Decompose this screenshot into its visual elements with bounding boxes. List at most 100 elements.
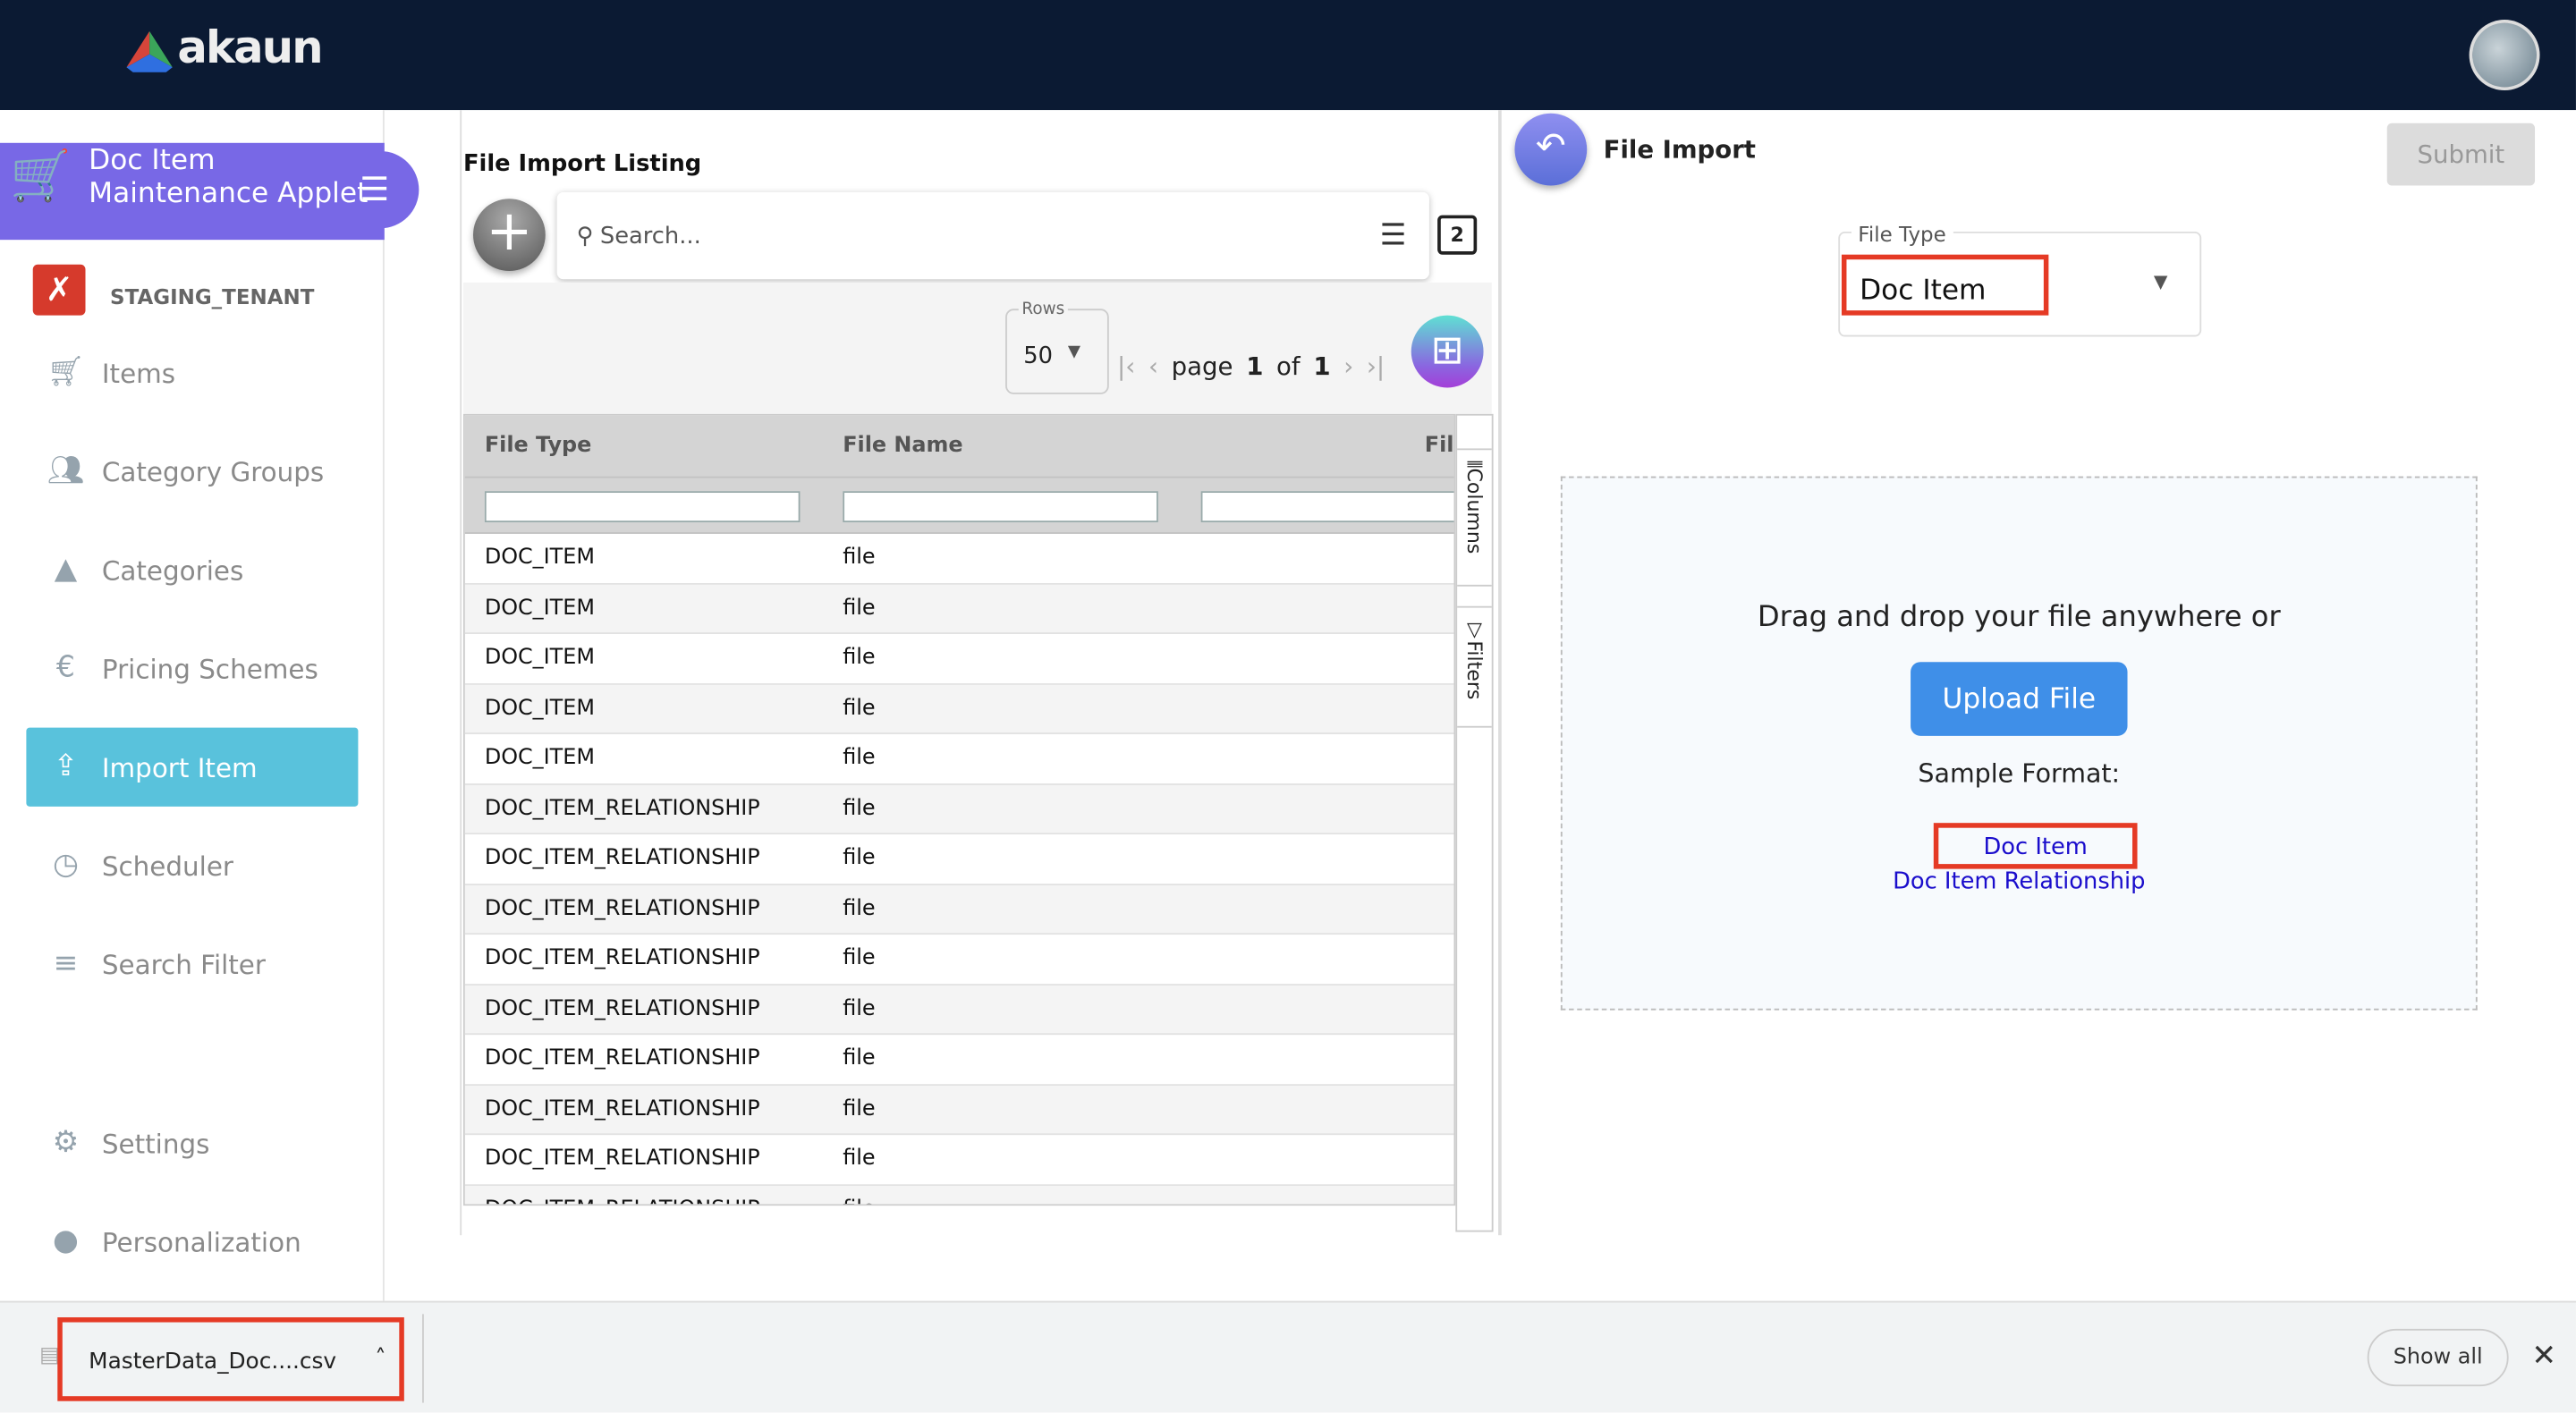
table-row[interactable]: DOC_ITEM file bbox=[464, 583, 1454, 634]
table-row[interactable]: DOC_ITEM file bbox=[464, 683, 1454, 735]
table-cell: DOC_ITEM_RELATIONSHIP bbox=[484, 1046, 760, 1071]
rows-select[interactable] bbox=[1005, 309, 1109, 394]
table-row[interactable]: DOC_ITEM_RELATIONSHIP file bbox=[464, 834, 1454, 885]
add-button[interactable]: + bbox=[472, 199, 546, 272]
table-cell: DOC_ITEM bbox=[484, 646, 595, 671]
sidebar-item-settings[interactable]: ⚙ Settings bbox=[46, 1121, 374, 1164]
table-cell: file bbox=[843, 796, 876, 821]
close-icon[interactable]: ✕ bbox=[2531, 1338, 2557, 1374]
top-bar bbox=[0, 0, 2576, 111]
upload-file-button[interactable]: Upload File bbox=[1911, 662, 2128, 736]
sidebar-item-category-groups[interactable]: 👥︎ Category Groups bbox=[46, 450, 374, 493]
table-cell: DOC_ITEM_RELATIONSHIP bbox=[484, 846, 760, 871]
total-pages: 1 bbox=[1313, 351, 1331, 382]
applet-title: Doc Item Maintenance Applet bbox=[0, 142, 385, 241]
nav-label: Personalization bbox=[101, 1226, 301, 1257]
menu-collapse-icon[interactable]: ☰ bbox=[360, 169, 390, 209]
nav-label: Items bbox=[101, 357, 176, 389]
of-word: of bbox=[1276, 351, 1301, 382]
sidebar-item-scheduler[interactable]: ◷ Scheduler bbox=[46, 844, 374, 887]
copy-icon[interactable]: 2 bbox=[1437, 215, 1478, 255]
search-input[interactable]: ⚲ Search... ☰ bbox=[556, 191, 1429, 280]
table-cell: DOC_ITEM_RELATIONSHIP bbox=[484, 1146, 760, 1172]
column-header[interactable]: File Name bbox=[843, 433, 963, 459]
table-cell: DOC_ITEM bbox=[484, 546, 595, 571]
user-avatar[interactable] bbox=[2469, 20, 2540, 91]
download-file-name: MasterData_Doc....csv bbox=[89, 1348, 337, 1375]
table-row[interactable]: DOC_ITEM file bbox=[464, 634, 1454, 684]
file-icon: ▤ bbox=[39, 1343, 60, 1368]
first-page-icon[interactable]: |‹ bbox=[1116, 351, 1136, 382]
submit-button[interactable]: Submit bbox=[2386, 123, 2536, 186]
divider bbox=[460, 110, 462, 1236]
columns-tab[interactable]: ⦀ Columns bbox=[1457, 448, 1492, 587]
sidebar-item-search-filter[interactable]: ≡ Search Filter bbox=[46, 943, 374, 986]
rows-label: Rows bbox=[1018, 300, 1068, 319]
table-header: File Type File Name Fil bbox=[464, 415, 1454, 477]
file-name-filter-input[interactable] bbox=[843, 491, 1158, 523]
table-row[interactable]: DOC_ITEM file bbox=[464, 734, 1454, 785]
brand-name: akaun bbox=[177, 22, 323, 74]
table-cell: file bbox=[843, 846, 876, 871]
table-cell: DOC_ITEM_RELATIONSHIP bbox=[484, 896, 760, 921]
table-cell: file bbox=[843, 696, 876, 721]
chevron-up-icon[interactable]: ˄ bbox=[375, 1345, 386, 1372]
last-page-icon[interactable]: ›| bbox=[1366, 351, 1385, 382]
download-bar bbox=[0, 1300, 2576, 1413]
back-button[interactable]: ↶ bbox=[1514, 113, 1588, 186]
doc-item-sample-link[interactable]: Doc Item bbox=[1933, 823, 2138, 869]
sidebar-item-pricing-schemes[interactable]: € Pricing Schemes bbox=[46, 647, 374, 690]
filter-input[interactable] bbox=[1200, 491, 1454, 523]
filter-icon[interactable]: ☰ bbox=[1379, 218, 1407, 253]
download-item[interactable]: MasterData_Doc....csv ˄ bbox=[57, 1317, 404, 1401]
doc-item-relationship-sample-link[interactable]: Doc Item Relationship bbox=[1893, 868, 2146, 896]
timer-icon: ◷ bbox=[53, 847, 79, 883]
columns-label: Columns bbox=[1462, 468, 1487, 554]
tenant-logo-icon: ✗ bbox=[32, 264, 86, 316]
grid-view-button[interactable]: ⊞ bbox=[1411, 315, 1484, 388]
file-type-value[interactable]: Doc Item bbox=[1841, 254, 2049, 316]
chevron-down-icon[interactable]: ▼ bbox=[2153, 271, 2168, 292]
table-cell: file bbox=[843, 946, 876, 971]
sidebar-item-import-item[interactable]: ⇪ Import Item bbox=[26, 727, 359, 807]
tenant-name: STAGING_TENANT bbox=[110, 283, 315, 309]
table-cell: DOC_ITEM bbox=[484, 596, 595, 621]
next-page-icon[interactable]: › bbox=[1343, 351, 1354, 382]
file-type-select[interactable] bbox=[1838, 231, 2202, 337]
column-header[interactable]: File Type bbox=[484, 433, 592, 459]
nav-label: Scheduler bbox=[101, 850, 234, 882]
file-type-filter-input[interactable] bbox=[484, 491, 801, 523]
table-cell: file bbox=[843, 596, 876, 621]
show-all-button[interactable]: Show all bbox=[2367, 1328, 2509, 1387]
table-row[interactable]: DOC_ITEM file bbox=[464, 534, 1454, 584]
table-cell: DOC_ITEM_RELATIONSHIP bbox=[484, 1096, 760, 1122]
applet-cart-icon: 🛒 bbox=[10, 148, 72, 206]
drop-zone[interactable] bbox=[1560, 476, 2478, 1011]
nav-label: Import Item bbox=[101, 751, 258, 783]
nav-label: Search Filter bbox=[101, 948, 266, 980]
rows-value[interactable]: 50 bbox=[1023, 343, 1054, 370]
file-type-label: File Type bbox=[1851, 221, 1953, 247]
filters-tab[interactable]: ▽ Filters bbox=[1457, 605, 1492, 728]
person-icon: ● bbox=[53, 1223, 79, 1258]
search-placeholder: Search... bbox=[599, 222, 701, 250]
sidebar-item-categories[interactable]: ▲ Categories bbox=[46, 548, 374, 591]
sidebar-item-items[interactable]: 🛒︎ Items bbox=[46, 351, 374, 394]
table-cell: file bbox=[843, 746, 876, 771]
nav-label: Pricing Schemes bbox=[101, 653, 318, 684]
listing-title: File Import Listing bbox=[462, 150, 702, 178]
chevron-down-icon: ▼ bbox=[1067, 343, 1081, 362]
column-header[interactable]: Fil bbox=[1424, 433, 1454, 459]
cart-icon: 🛒︎ bbox=[47, 354, 85, 390]
table-cell: DOC_ITEM_RELATIONSHIP bbox=[484, 996, 760, 1021]
prev-page-icon[interactable]: ‹ bbox=[1148, 351, 1158, 382]
sidebar-item-personalization[interactable]: ● Personalization bbox=[46, 1221, 374, 1264]
